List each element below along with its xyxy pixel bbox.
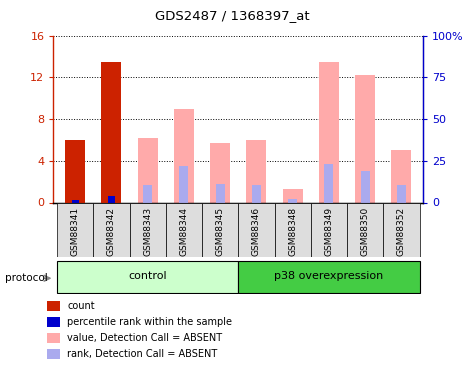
Text: GSM88349: GSM88349 (325, 207, 333, 256)
Text: GSM88352: GSM88352 (397, 207, 406, 256)
Bar (397, 185, 406, 202)
Bar (216, 184, 225, 203)
Text: GSM88344: GSM88344 (179, 207, 188, 256)
Bar (246, 140, 266, 202)
Text: count: count (67, 301, 95, 310)
Bar (57, 202, 93, 257)
Bar (93, 202, 130, 257)
Bar (101, 62, 121, 202)
Bar (355, 75, 375, 202)
Bar (166, 202, 202, 257)
Bar (179, 166, 188, 202)
Bar (274, 202, 311, 257)
Text: value, Detection Call = ABSENT: value, Detection Call = ABSENT (67, 333, 223, 343)
Bar (361, 171, 370, 202)
Bar (319, 62, 339, 202)
Bar (210, 143, 230, 202)
Bar (252, 185, 261, 202)
Bar (392, 150, 412, 202)
Bar (72, 200, 79, 202)
Text: p38 overexpression: p38 overexpression (274, 271, 384, 281)
Bar (65, 140, 85, 202)
Bar (108, 196, 115, 202)
Bar (283, 189, 303, 202)
Text: GSM88342: GSM88342 (107, 207, 116, 256)
Text: GSM88350: GSM88350 (361, 207, 370, 256)
Text: GSM88341: GSM88341 (71, 207, 80, 256)
Bar (174, 109, 194, 202)
Bar (288, 200, 297, 202)
Text: percentile rank within the sample: percentile rank within the sample (67, 317, 232, 327)
Text: protocol: protocol (5, 273, 47, 283)
Text: GDS2487 / 1368397_at: GDS2487 / 1368397_at (155, 9, 310, 22)
Text: GSM88348: GSM88348 (288, 207, 297, 256)
Bar (311, 202, 347, 257)
Bar (325, 164, 333, 202)
Bar (383, 202, 419, 257)
Bar (239, 202, 274, 257)
Text: GSM88346: GSM88346 (252, 207, 261, 256)
Text: rank, Detection Call = ABSENT: rank, Detection Call = ABSENT (67, 349, 218, 359)
Bar (143, 185, 152, 202)
Bar (202, 202, 239, 257)
Text: GSM88343: GSM88343 (143, 207, 152, 256)
Bar (138, 138, 158, 202)
Text: control: control (128, 271, 167, 281)
Text: GSM88345: GSM88345 (216, 207, 225, 256)
Bar (57, 261, 239, 292)
Bar (130, 202, 166, 257)
Bar (347, 202, 383, 257)
Bar (239, 261, 419, 292)
